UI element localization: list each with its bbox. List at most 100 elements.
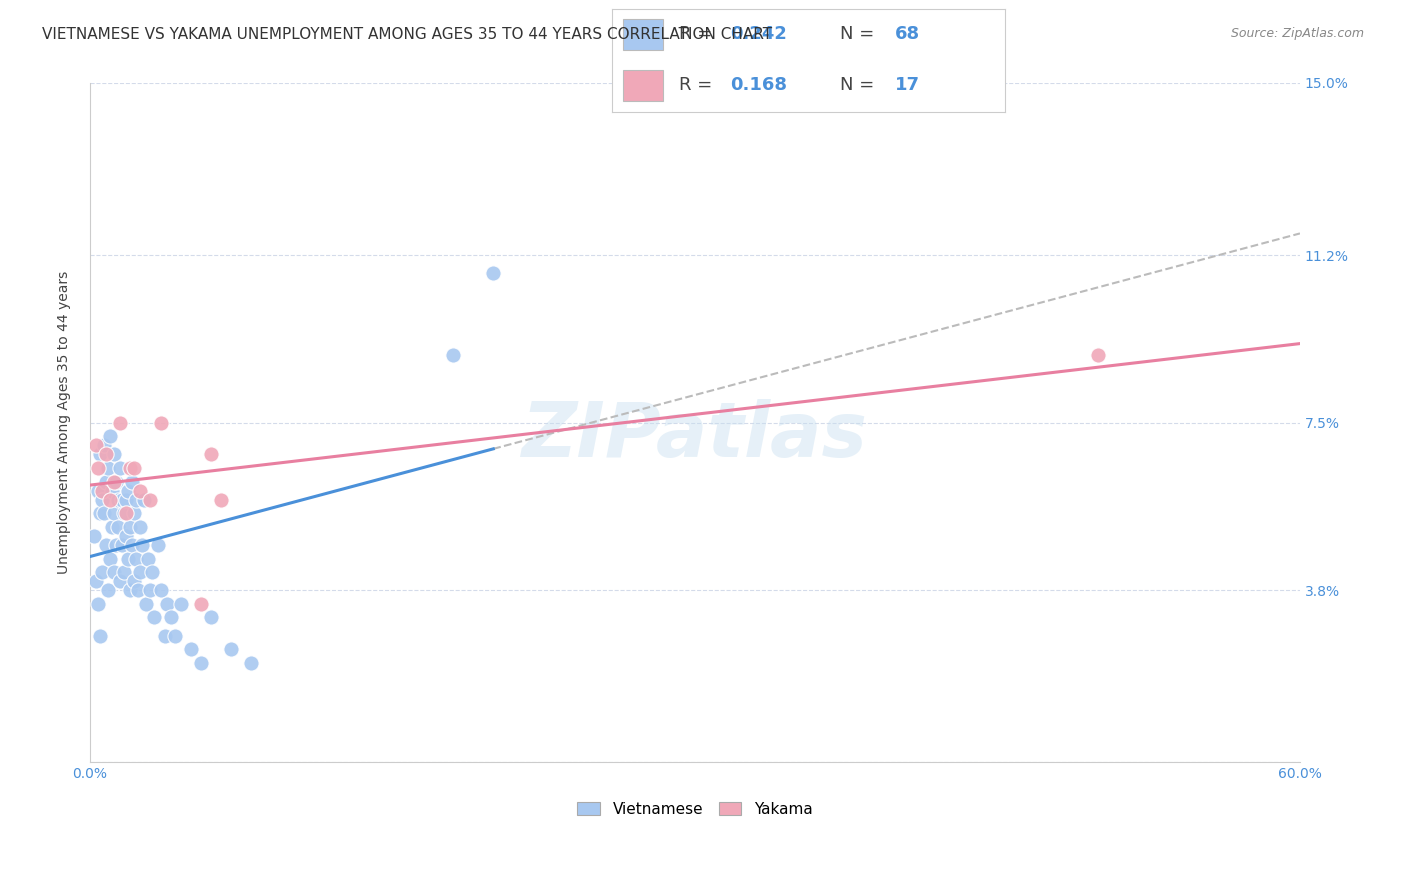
Point: [149, 416, 172, 430]
Point: [124, 506, 146, 520]
Point: [112, 565, 135, 579]
Point: [87, 483, 110, 498]
Point: [129, 565, 152, 579]
Point: [120, 520, 142, 534]
Point: [180, 642, 202, 657]
Point: [139, 583, 162, 598]
Point: [117, 551, 139, 566]
Point: [97, 583, 120, 598]
Text: 17: 17: [896, 76, 920, 94]
Point: [139, 492, 162, 507]
Point: [91, 483, 114, 498]
Point: [482, 266, 505, 280]
Point: [121, 538, 143, 552]
Point: [84, 574, 107, 589]
Point: [131, 538, 153, 552]
Y-axis label: Unemployment Among Ages 35 to 44 years: Unemployment Among Ages 35 to 44 years: [58, 271, 72, 574]
Text: 0.168: 0.168: [730, 76, 787, 94]
Point: [98, 551, 121, 566]
Point: [105, 538, 128, 552]
FancyBboxPatch shape: [623, 19, 662, 50]
Text: R =: R =: [679, 25, 717, 43]
Point: [125, 551, 148, 566]
Point: [134, 492, 156, 507]
Point: [101, 483, 124, 498]
Point: [190, 597, 212, 611]
Point: [148, 538, 170, 552]
Point: [240, 656, 263, 670]
Point: [135, 597, 157, 611]
Point: [121, 475, 143, 489]
Point: [84, 438, 107, 452]
Point: [111, 538, 134, 552]
Text: 68: 68: [896, 25, 920, 43]
Point: [93, 438, 115, 452]
Legend: Vietnamese, Yakama: Vietnamese, Yakama: [571, 796, 818, 822]
Point: [138, 551, 160, 566]
Point: [120, 583, 142, 598]
Point: [200, 610, 222, 624]
FancyBboxPatch shape: [623, 70, 662, 101]
Point: [112, 506, 135, 520]
Point: [124, 461, 146, 475]
Point: [103, 565, 125, 579]
Point: [190, 656, 212, 670]
Point: [170, 597, 193, 611]
Point: [441, 348, 464, 362]
Point: [87, 597, 110, 611]
Point: [89, 447, 111, 461]
Point: [87, 461, 110, 475]
Point: [115, 506, 138, 520]
Point: [219, 642, 242, 657]
Point: [101, 520, 124, 534]
Point: [149, 583, 172, 598]
Point: [141, 565, 163, 579]
Point: [93, 506, 115, 520]
Point: [155, 597, 177, 611]
Point: [103, 475, 125, 489]
Text: N =: N =: [839, 76, 880, 94]
Point: [200, 447, 222, 461]
Point: [209, 492, 232, 507]
Point: [127, 583, 149, 598]
Point: [94, 538, 117, 552]
Point: [108, 416, 131, 430]
Point: [91, 492, 114, 507]
Point: [83, 529, 105, 543]
Point: [108, 574, 131, 589]
Point: [89, 506, 111, 520]
Text: N =: N =: [839, 25, 880, 43]
Point: [129, 483, 152, 498]
Point: [103, 447, 125, 461]
Point: [107, 520, 129, 534]
Point: [117, 483, 139, 498]
Point: [115, 492, 138, 507]
Text: ZIPatlas: ZIPatlas: [522, 400, 868, 474]
Point: [129, 520, 152, 534]
Point: [111, 492, 134, 507]
Point: [89, 629, 111, 643]
Point: [94, 447, 117, 461]
Point: [159, 610, 181, 624]
Text: R =: R =: [679, 76, 717, 94]
Point: [107, 492, 129, 507]
Point: [97, 461, 120, 475]
Point: [108, 461, 131, 475]
Text: 0.242: 0.242: [730, 25, 786, 43]
Point: [120, 461, 142, 475]
Point: [98, 492, 121, 507]
Point: [94, 475, 117, 489]
Point: [153, 629, 176, 643]
Point: [105, 475, 128, 489]
Point: [125, 492, 148, 507]
Text: Source: ZipAtlas.com: Source: ZipAtlas.com: [1230, 27, 1364, 40]
Point: [98, 429, 121, 443]
Text: VIETNAMESE VS YAKAMA UNEMPLOYMENT AMONG AGES 35 TO 44 YEARS CORRELATION CHART: VIETNAMESE VS YAKAMA UNEMPLOYMENT AMONG …: [42, 27, 772, 42]
Point: [1087, 348, 1109, 362]
Point: [163, 629, 186, 643]
Point: [103, 506, 125, 520]
Point: [91, 565, 114, 579]
Point: [115, 529, 138, 543]
Point: [143, 610, 166, 624]
Point: [124, 574, 146, 589]
